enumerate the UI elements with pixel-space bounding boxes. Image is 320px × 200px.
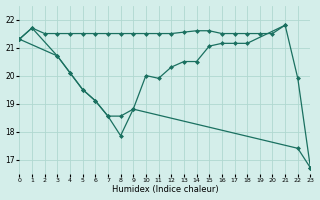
X-axis label: Humidex (Indice chaleur): Humidex (Indice chaleur) (112, 185, 218, 194)
